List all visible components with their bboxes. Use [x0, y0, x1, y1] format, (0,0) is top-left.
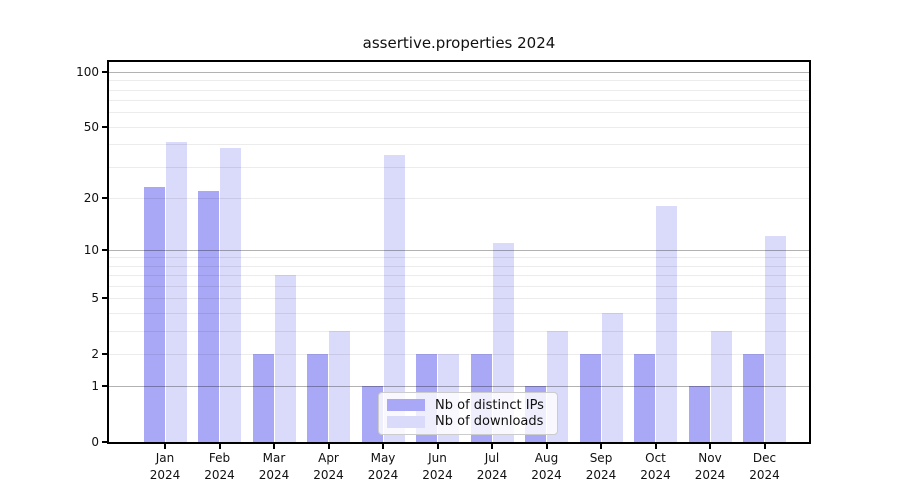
- x-tick-year: 2024: [367, 468, 399, 482]
- x-tick-mark: [382, 444, 384, 449]
- y-tick-label: 1: [91, 379, 99, 394]
- bar-downloads: [656, 206, 677, 442]
- x-tick-month: Aug: [534, 451, 559, 465]
- y-tick-label: 2: [91, 346, 99, 361]
- x-tick-mark: [491, 444, 493, 449]
- plot-area: Nb of distinct IPs Nb of downloads: [107, 60, 811, 444]
- x-tick-label: Jul 2024: [460, 450, 524, 484]
- x-tick-month: Nov: [698, 451, 722, 465]
- x-tick-month: May: [370, 451, 396, 465]
- y-tick-mark: [102, 385, 107, 388]
- y-tick-mark: [102, 196, 107, 199]
- x-tick-year: 2024: [313, 468, 344, 482]
- x-tick-mark: [600, 444, 602, 449]
- y-tick-mark: [102, 70, 107, 73]
- y-tick-mark: [102, 441, 107, 443]
- x-tick-year: 2024: [422, 468, 453, 482]
- legend-swatch-downloads-icon: [387, 415, 425, 428]
- x-tick-label: Sep 2024: [569, 450, 633, 484]
- y-tick-label: 0: [91, 435, 99, 449]
- x-tick-month: Apr: [318, 451, 339, 465]
- x-tick-month: Jan: [155, 451, 175, 465]
- x-tick-label: Dec 2024: [733, 450, 797, 484]
- y-tick-mark: [102, 248, 107, 251]
- x-tick-year: 2024: [531, 468, 562, 482]
- bar-downloads: [274, 275, 296, 442]
- x-tick-year: 2024: [204, 468, 235, 482]
- bar-downloads: [165, 142, 187, 442]
- y-tick-label: 10: [83, 242, 99, 257]
- x-tick-label: Aug 2024: [515, 450, 579, 484]
- chart-title: assertive.properties 2024: [362, 34, 556, 52]
- x-tick-year: 2024: [749, 468, 780, 482]
- bar-distinct-ips: [688, 386, 710, 442]
- y-tick-mark: [102, 352, 107, 355]
- y-tick-mark: [102, 125, 107, 128]
- x-tick-mark: [654, 444, 657, 449]
- x-tick-month: Mar: [262, 451, 286, 465]
- bar-downloads: [220, 148, 241, 442]
- x-tick-year: 2024: [258, 468, 290, 482]
- bar-downloads: [765, 236, 786, 442]
- x-tick-label: Feb 2024: [188, 450, 252, 484]
- x-tick-label: Apr 2024: [297, 450, 361, 484]
- y-tick-label: 50: [83, 119, 99, 134]
- legend-item-distinct-ips: Nb of distinct IPs: [387, 398, 549, 413]
- bar-downloads: [329, 331, 350, 442]
- x-tick-label: Oct 2024: [624, 450, 688, 484]
- y-tick-mark: [102, 297, 107, 300]
- bar-distinct-ips: [252, 354, 274, 442]
- bar-distinct-ips: [198, 191, 219, 442]
- bar-distinct-ips: [579, 354, 601, 442]
- x-tick-month: Sep: [589, 451, 613, 465]
- x-tick-year: 2024: [640, 468, 671, 482]
- bar-distinct-ips: [143, 187, 165, 442]
- x-tick-mark: [763, 444, 766, 449]
- x-tick-year: 2024: [694, 468, 726, 482]
- x-tick-year: 2024: [149, 468, 181, 482]
- x-tick-mark: [709, 444, 711, 449]
- x-tick-mark: [218, 444, 221, 449]
- x-tick-month: Dec: [752, 451, 777, 465]
- bar-downloads: [383, 155, 405, 442]
- x-tick-year: 2024: [476, 468, 508, 482]
- y-tick-label: 5: [91, 291, 99, 306]
- x-tick-mark: [327, 444, 330, 449]
- x-tick-year: 2024: [585, 468, 617, 482]
- x-tick-label: Mar 2024: [242, 450, 306, 484]
- x-tick-mark: [436, 444, 439, 449]
- legend-label-distinct-ips: Nb of distinct IPs: [435, 397, 544, 413]
- bar-distinct-ips: [361, 386, 383, 442]
- bar-downloads: [601, 313, 623, 442]
- bar-distinct-ips: [307, 354, 328, 442]
- legend-item-downloads: Nb of downloads: [387, 414, 549, 429]
- x-tick-label: Jan 2024: [133, 450, 197, 484]
- x-tick-mark: [273, 444, 275, 449]
- x-tick-month: Jun: [428, 451, 447, 465]
- legend: Nb of distinct IPs Nb of downloads: [378, 392, 558, 435]
- bar-distinct-ips: [743, 354, 764, 442]
- x-tick-month: Jul: [484, 451, 500, 465]
- x-tick-label: Nov 2024: [678, 450, 742, 484]
- x-tick-month: Feb: [208, 451, 231, 465]
- x-tick-mark: [164, 444, 166, 449]
- x-tick-mark: [545, 444, 548, 449]
- bars-layer: [109, 62, 809, 442]
- y-tick-label: 20: [83, 190, 99, 205]
- y-tick-label: 100: [76, 64, 99, 79]
- bar-distinct-ips: [634, 354, 655, 442]
- x-tick-label: Jun 2024: [406, 450, 470, 484]
- x-tick-label: May 2024: [351, 450, 415, 484]
- legend-swatch-distinct-ips-icon: [387, 399, 425, 412]
- legend-label-downloads: Nb of downloads: [435, 414, 544, 430]
- bar-downloads: [710, 331, 732, 442]
- x-tick-month: Oct: [645, 451, 666, 465]
